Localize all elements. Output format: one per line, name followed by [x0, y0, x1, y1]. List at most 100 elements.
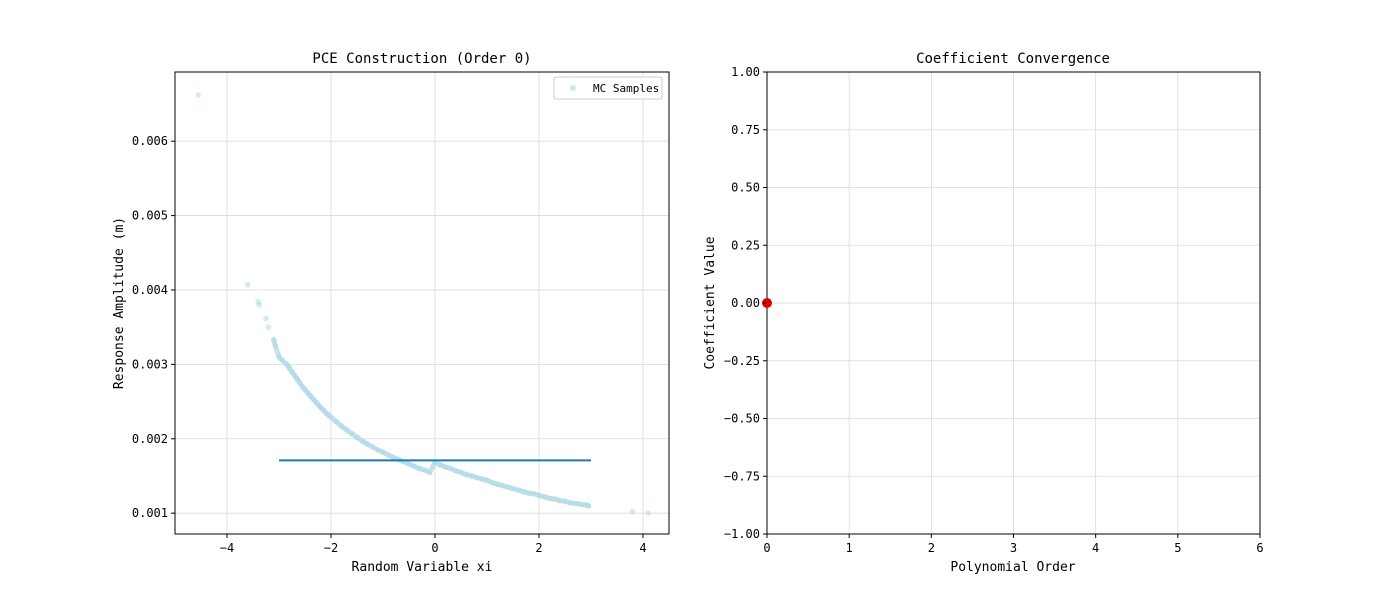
x-tick-label: 5 — [1174, 541, 1181, 555]
right-chart: 0 1 2 3 4 5 6 −1.00 −0.75 −0.50 −0.25 0.00 0.25 0.50 0… — [703, 51, 1264, 575]
mc-sample-point — [546, 495, 553, 502]
y-tick-label: 0.006 — [132, 134, 168, 148]
mc-sample-point — [272, 342, 279, 349]
x-tick-label: 0 — [763, 541, 770, 555]
y-tick-label: 0.25 — [731, 238, 760, 252]
mc-sample-point — [338, 423, 345, 429]
left-chart: −4 −2 0 2 4 0.001 0.002 0.003 0.004 0.005 0.006 PC… — [112, 51, 670, 575]
mc-sample-point — [505, 484, 511, 490]
mc-sample-point — [354, 434, 360, 441]
y-tick-label: 1.00 — [731, 65, 760, 79]
mc-sample-point — [421, 467, 428, 473]
right-ticks: 0 1 2 3 4 5 6 −1.00 −0.75 −0.50 −0.25 0.00 0.25 0.50 0… — [724, 65, 1264, 555]
right-chart-title: Coefficient Convergence — [916, 51, 1110, 67]
x-tick-label: −4 — [220, 541, 234, 555]
mc-sample-point — [416, 465, 423, 472]
mc-sample-point — [359, 438, 366, 444]
mc-sample-point — [385, 452, 392, 458]
left-axes-frame — [174, 71, 670, 535]
y-tick-label: 0.002 — [132, 432, 168, 446]
y-tick-label: −0.25 — [724, 354, 760, 368]
mc-sample-point — [520, 488, 527, 495]
mc-sample-point — [278, 357, 285, 363]
x-tick-label: −2 — [324, 541, 338, 555]
y-tick-label: −0.50 — [724, 412, 760, 426]
right-x-axis-label: Polynomial Order — [950, 560, 1075, 575]
x-tick-label: 0 — [431, 541, 438, 555]
x-tick-label: 2 — [535, 541, 542, 555]
legend-box — [553, 76, 663, 100]
mc-sample-point — [541, 494, 547, 500]
left-x-axis-label: Random Variable xi — [352, 560, 493, 575]
x-tick-label: 4 — [1092, 541, 1099, 555]
mc-sample-point — [479, 476, 485, 482]
right-grid — [766, 71, 1261, 535]
mc-sample-point — [463, 471, 470, 478]
mc-sample-point — [195, 92, 202, 98]
x-tick-label: 3 — [1010, 541, 1017, 555]
mc-sample-point — [645, 510, 651, 516]
mc-sample-point — [333, 418, 340, 425]
right-y-axis-label: Coefficient Value — [703, 236, 718, 369]
mc-sample-point — [567, 499, 573, 506]
left-marks — [195, 92, 651, 516]
mc-sample-point — [271, 337, 277, 343]
mc-sample-point — [484, 477, 490, 484]
mc-sample-point — [572, 500, 579, 507]
mc-sample-point — [458, 469, 464, 476]
mc-sample-point — [447, 465, 454, 472]
mc-sample-point — [369, 444, 376, 450]
mc-sample-point — [515, 487, 521, 493]
legend-marker-mc-samples — [570, 85, 576, 91]
y-tick-label: 0.001 — [132, 506, 168, 520]
mc-sample-point — [468, 473, 475, 479]
left-legend: MC Samples — [553, 76, 663, 100]
mc-sample-point — [437, 462, 444, 468]
y-tick-label: −1.00 — [724, 527, 760, 541]
mc-sample-point — [473, 474, 480, 481]
mc-sample-point — [263, 315, 269, 322]
mc-sample-point — [525, 490, 532, 496]
mc-sample-point — [364, 441, 371, 447]
mc-sample-point — [562, 498, 568, 505]
mc-sample-point — [510, 485, 516, 492]
mc-sample-point — [256, 302, 263, 308]
mc-sample-point — [380, 449, 386, 455]
mc-sample-point — [494, 481, 501, 487]
mc-sample-point — [265, 324, 272, 330]
y-tick-label: 0.005 — [132, 209, 168, 223]
x-tick-label: 1 — [846, 541, 853, 555]
mc-sample-point — [557, 497, 563, 504]
mc-sample-point — [349, 430, 355, 437]
left-chart-title: PCE Construction (Order 0) — [312, 51, 531, 67]
mc-sample-point — [442, 464, 449, 470]
y-tick-label: 0.003 — [132, 357, 168, 371]
mc-sample-point — [536, 492, 542, 499]
left-grid — [175, 72, 669, 534]
left-ticks: −4 −2 0 2 4 0.001 0.002 0.003 0.004 0.005 0.006 — [132, 134, 647, 555]
mc-sample-point — [531, 491, 537, 497]
mc-sample-point — [499, 482, 506, 489]
mc-sample-point — [375, 447, 381, 453]
mc-sample-point — [427, 469, 433, 476]
mc-sample-point — [585, 502, 592, 509]
y-tick-label: 0.50 — [731, 181, 760, 195]
mc-sample-point — [328, 414, 334, 420]
mc-sample-point — [551, 496, 558, 502]
mc-sample-point — [411, 463, 418, 470]
x-tick-label: 6 — [1256, 541, 1263, 555]
mc-sample-point — [489, 479, 496, 486]
legend-label-mc-samples: MC Samples — [593, 82, 659, 95]
y-tick-label: 0.75 — [731, 123, 760, 137]
mc-sample-point — [390, 454, 397, 461]
x-tick-label: 4 — [639, 541, 646, 555]
y-tick-label: −0.75 — [724, 469, 760, 483]
mc-sample-point — [406, 461, 412, 467]
x-tick-label: 2 — [928, 541, 935, 555]
mc-sample-point — [629, 508, 636, 515]
mc-sample-point — [453, 467, 459, 474]
y-tick-label: 0.004 — [132, 283, 168, 297]
mc-sample-point — [343, 427, 350, 433]
mc-sample-point — [245, 281, 251, 288]
